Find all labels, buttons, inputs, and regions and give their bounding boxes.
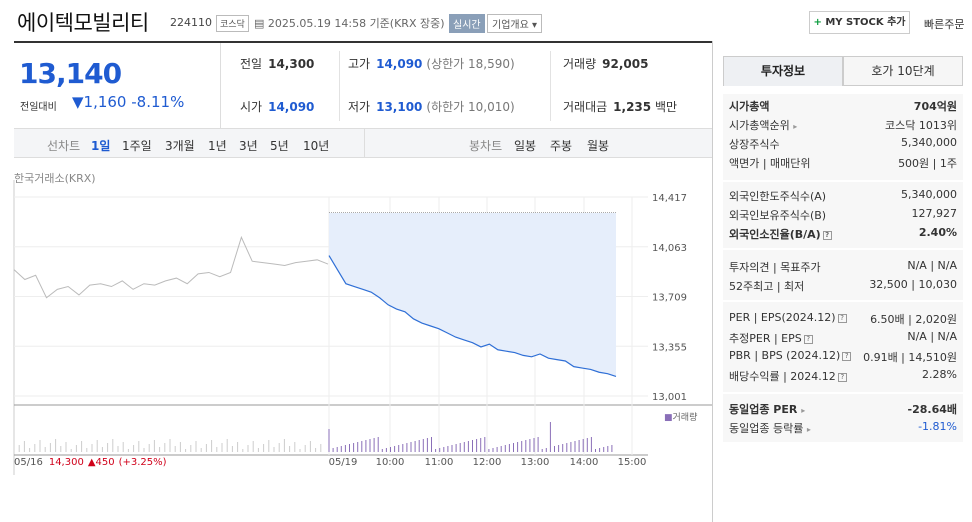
prev-day-line [13,235,329,299]
tab-weekly[interactable]: 주봉 [550,139,573,153]
tab-10y[interactable]: 10년 [303,139,330,153]
x-tick-label: 12:00 [473,457,502,468]
x-tick-label: 15:00 [618,457,647,468]
y-tick-label: 14,063 [652,243,687,254]
info-section-market: 시가총액 704억원 시가총액순위 ▸ 코스닥 1013위 상장주식수 5,340,0… [723,94,963,180]
plus-icon: + [813,17,826,28]
change-label: 전일대비 [20,102,57,113]
est-per-eps: 추정PER | EPS? N/A | N/A [729,330,957,345]
timestamp: ▤ 2025.05.19 14:58 기준(KRX 장중) [254,17,445,30]
candle-chart-label: 봉차트 [469,139,503,153]
calendar-icon: ▤ [254,17,268,30]
intraday-chart: 14,417 14,063 13,709 13,355 13,001 05/19 10:0… [13,180,712,475]
investment-opinion: 투자의견 | 목표주가 N/A | N/A [729,259,957,274]
stock-title: 에이텍모빌리티 [17,11,149,35]
market-cap: 시가총액 704억원 [729,100,957,113]
chart-tabbar: 선차트 1일 1주일 3개월 1년 3년 5년 10년 봉차트 일봉 주봉 월봉 [14,128,712,158]
y-tick-label: 14,417 [652,193,687,204]
divider [550,51,551,121]
tab-monthly[interactable]: 월봉 [587,139,610,153]
today-area [329,213,616,377]
trade-amount: 거래대금 1,235 백만 [563,100,678,114]
foreign-exhaustion: 외국인소진율(B/A)? 2.40% [729,226,957,241]
x-tick-label: 14:00 [570,457,599,468]
market-badge: 코스닥 [216,15,249,32]
volume: 거래량 92,005 [563,57,649,71]
x-tick-label: 05/19 [329,457,358,468]
y-tick-label: 13,709 [652,293,687,304]
pbr-bps: PBR | BPS (2024.12)? 0.91배 | 14,510원 [729,349,957,364]
market-cap-rank: 시가총액순위 ▸ 코스닥 1013위 [729,119,957,132]
stock-code: 224110 [170,16,212,29]
par-value: 액면가 | 매매단위 500원 | 1주 [729,157,957,170]
y-tick-label: 13,001 [652,392,687,403]
line-chart-label: 선차트 [47,139,81,153]
current-price: 13,140 [19,57,122,90]
info-section-foreign: 외국인한도주식수(A) 5,340,000 외국인보유주식수(B) 127,927 … [723,182,963,248]
foreign-holdings: 외국인보유주식수(B) 127,927 [729,207,957,222]
per-eps: PER | EPS(2024.12)? 6.50배 | 2,020원 [729,311,957,326]
listed-shares: 상장주식수 5,340,000 [729,136,957,151]
price-change: ▼1,160 -8.11% [72,93,185,111]
high-price: 고가 14,090 (상한가 18,590) [348,57,515,71]
prev-day-summary: 05/16 14,300 ▲450 (+3.25%) [14,457,167,468]
caret-icon: ▸ [793,122,798,131]
today-line [328,255,617,378]
foreign-limit: 외국인한도주식수(A) 5,340,000 [729,188,957,203]
tab-1y[interactable]: 1년 [208,139,227,153]
tab-5y[interactable]: 5년 [270,139,289,153]
tab-3m[interactable]: 3개월 [165,139,195,153]
caret-icon: ▸ [801,406,806,415]
right-panel-divider [712,41,713,522]
x-tick-label: 13:00 [521,457,550,468]
x-tick-label: 10:00 [376,457,405,468]
price-summary: 13,140 전일대비 ▼1,160 -8.11% [14,43,221,128]
open-price: 시가 14,090 [240,100,315,114]
prev-close: 전일 14,300 [240,57,315,71]
divider [339,51,340,121]
x-tick-label: 11:00 [425,457,454,468]
help-icon[interactable]: ? [822,230,832,240]
help-icon[interactable]: ? [837,313,847,323]
tab-divider [364,129,365,157]
sector-change[interactable]: 동일업종 등락률 ▸ -1.81% [729,420,957,435]
quote-grid: 전일 14,300 고가 14,090 (상한가 18,590) 거래량 92,005 … [222,43,712,128]
dividend-yield: 배당수익률 | 2024.12? 2.28% [729,368,957,383]
page-header: 에이텍모빌리티 224110 코스닥 ▤ 2025.05.19 14:58 기준… [0,0,972,42]
tab-1d[interactable]: 1일 [91,139,111,153]
low-price: 저가 13,100 (하한가 10,010) [348,100,515,114]
volume-legend: ■거래량 [664,411,697,423]
tab-daily[interactable]: 일봉 [514,139,537,153]
quick-order-link[interactable]: 빠른주문 [924,18,965,31]
data-source: 한국거래소(KRX) [14,172,96,185]
y-tick-label: 13,355 [652,342,687,353]
help-icon[interactable]: ? [803,334,813,344]
tab-3y[interactable]: 3년 [239,139,258,153]
week52-range: 52주최고 | 최저 32,500 | 10,030 [729,278,957,293]
help-icon[interactable]: ? [837,372,847,382]
header-divider [14,41,712,43]
tab-1w[interactable]: 1주일 [122,139,152,153]
company-overview-dropdown[interactable]: 기업개요 ▾ [487,14,542,33]
help-icon[interactable]: ? [842,351,852,361]
info-section-valuation: PER | EPS(2024.12)? 6.50배 | 2,020원 추정PER … [723,302,963,392]
caret-icon: ▸ [806,425,811,434]
info-section-sector: 동일업종 PER ▸ -28.64배 동일업종 등락률 ▸ -1.81% [723,394,963,442]
tab-orderbook[interactable]: 호가 10단계 [843,56,963,86]
side-tabs: 투자정보 호가 10단계 [723,56,963,86]
mystock-add-button[interactable]: + MY STOCK 추가 [809,11,910,34]
info-section-opinion: 투자의견 | 목표주가 N/A | N/A 52주최고 | 최저 32,500 | … [723,250,963,300]
sector-per[interactable]: 동일업종 PER ▸ -28.64배 [729,403,957,416]
realtime-button[interactable]: 실시간 [449,14,485,33]
tab-investment-info[interactable]: 투자정보 [723,56,843,86]
